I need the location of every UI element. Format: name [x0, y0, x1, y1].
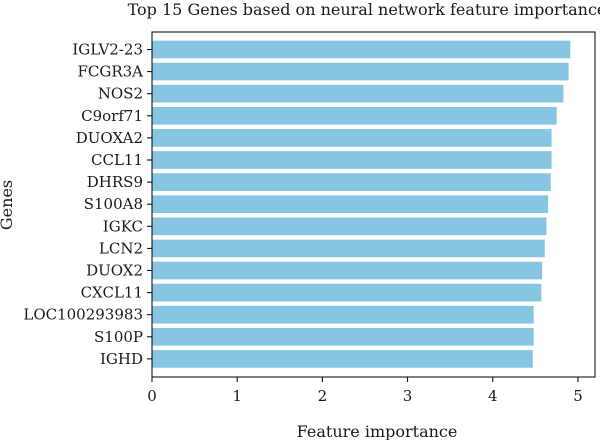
bar-ighd: [152, 350, 533, 368]
bar-dhrs9: [152, 173, 551, 191]
y-tick-label: CCL11: [91, 151, 143, 169]
x-tick-label: 0: [147, 387, 157, 405]
bar-s100p: [152, 327, 534, 346]
y-tick-label: DUOXA2: [76, 129, 143, 147]
bar-duoxa2: [152, 129, 552, 147]
bar-lcn2: [152, 239, 545, 258]
bar-s100a8: [152, 195, 549, 214]
y-tick-label: C9orf71: [81, 107, 143, 125]
bar-duox2: [152, 261, 543, 280]
x-axis-label: Feature importance: [297, 422, 458, 440]
x-tick-label: 2: [318, 387, 328, 405]
y-ticks-group: IGLV2-23 FCGR3A NOS2 C9orf71 DUOXA2 CCL11 DHRS…: [23, 41, 152, 368]
bars-group: [152, 40, 571, 368]
bar-fcgr3a: [152, 62, 569, 81]
bar-iglv2-23: [152, 40, 571, 59]
y-tick-label: IGHD: [100, 350, 143, 368]
bar-c9orf71: [152, 106, 557, 125]
y-tick-label: S100P: [94, 328, 143, 346]
x-tick-label: 4: [488, 387, 498, 405]
bar-ccl11: [152, 151, 552, 169]
y-tick-label: S100A8: [84, 195, 143, 213]
y-tick-label: LOC100293983: [23, 306, 143, 324]
bar-igkc: [152, 217, 547, 236]
x-tick-label: 3: [403, 387, 413, 405]
y-tick-label: FCGR3A: [77, 63, 143, 81]
y-tick-label: NOS2: [98, 85, 143, 103]
y-tick-label: DUOX2: [86, 262, 143, 280]
y-tick-label: IGLV2-23: [72, 41, 143, 59]
y-tick-label: IGKC: [103, 217, 143, 235]
bar-loc100293983: [152, 305, 534, 324]
y-tick-label: DHRS9: [87, 173, 143, 191]
x-tick-label: 5: [573, 387, 583, 405]
chart-title: Top 15 Genes based on neural network fea…: [128, 0, 600, 19]
x-tick-label: 1: [232, 387, 242, 405]
bar-cxcl11: [152, 283, 542, 302]
y-tick-label: CXCL11: [81, 284, 143, 302]
y-tick-label: LCN2: [99, 239, 143, 257]
y-axis-label: Genes: [0, 180, 16, 230]
bar-nos2: [152, 84, 564, 103]
x-ticks-group: 0 1 2 3 4 5: [147, 377, 583, 405]
